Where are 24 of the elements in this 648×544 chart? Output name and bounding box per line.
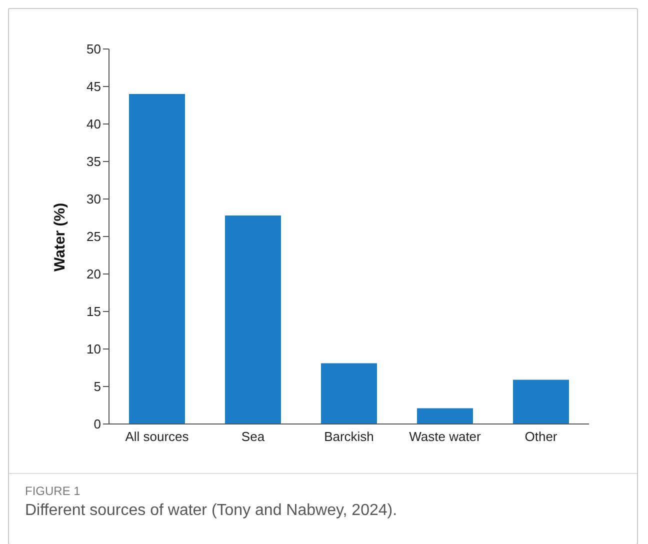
y-tick-label: 30 [86, 192, 101, 207]
x-tick-label: Other [524, 429, 558, 444]
y-tick-label: 10 [86, 342, 101, 357]
y-tick-label: 5 [94, 379, 101, 394]
caption: FIGURE 1 [25, 484, 82, 498]
bar [321, 363, 377, 424]
bar [417, 408, 473, 424]
text: Different sources of water (Tony and Nabwey, 2024). [25, 502, 398, 520]
y-tick-label: 40 [86, 116, 101, 132]
bar [513, 380, 569, 424]
bar [129, 94, 185, 424]
y-tick-label: 0 [94, 416, 101, 432]
y-tick-label: 35 [86, 154, 101, 170]
y-tick-label: 25 [86, 229, 101, 244]
x-tick-label: All sources [125, 429, 190, 444]
y-tick-label: 50 [86, 42, 101, 57]
y-tick-label: 20 [86, 266, 101, 282]
y-tick-label: 45 [86, 79, 101, 94]
y-tick-label: 15 [86, 304, 101, 320]
x-tick-label: Waste water [409, 429, 482, 444]
x-tick-label: Barckish [324, 429, 374, 444]
bar [225, 216, 281, 424]
x-tick-label: Sea [241, 429, 266, 444]
y-axis-title: Water (%) [51, 202, 68, 272]
